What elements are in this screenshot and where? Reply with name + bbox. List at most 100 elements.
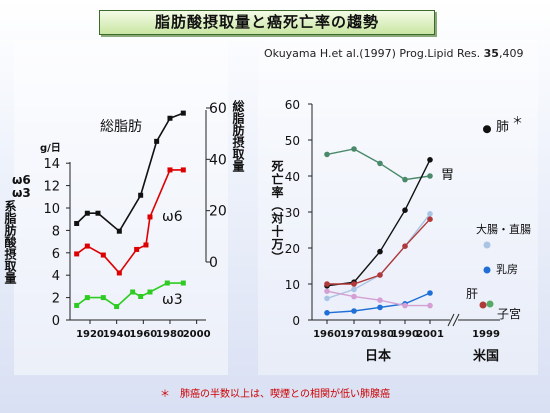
data-point	[164, 280, 170, 286]
data-point	[143, 242, 149, 248]
right-chart-panel	[258, 40, 538, 375]
data-point	[74, 302, 80, 308]
left-y-tick-label: 10	[43, 202, 60, 217]
mortality-data-point	[377, 297, 383, 304]
mortality-data-point	[402, 302, 408, 309]
mortality-data-point	[324, 288, 330, 295]
data-point	[138, 192, 144, 198]
left-axis-label: 系脂肪酸摂取量	[3, 200, 17, 284]
data-point	[116, 228, 122, 234]
mortality-data-point	[402, 207, 408, 213]
unit-label: g/日	[40, 142, 61, 154]
data-point	[167, 115, 173, 121]
left-y-tick-label: 0	[52, 314, 60, 329]
usa-uterus-point	[486, 300, 494, 308]
usa-colorectal-point	[483, 241, 491, 249]
data-point	[84, 243, 90, 249]
mortality-series-line	[326, 292, 431, 314]
left-chart-panel	[14, 40, 228, 375]
left-y-tick-label: 2	[52, 292, 60, 307]
left-y-tick-label: 8	[52, 224, 60, 239]
data-point	[138, 293, 144, 299]
mortality-data-point	[377, 248, 383, 255]
data-point	[180, 110, 186, 116]
left-y-tick-label: 6	[52, 247, 60, 262]
mortality-data-point	[427, 216, 433, 222]
lung-label: 肺	[496, 120, 509, 135]
data-point	[147, 214, 153, 220]
right-y-tick-label: 20	[209, 204, 227, 220]
mortality-data-point	[427, 290, 433, 296]
data-point	[74, 220, 80, 226]
usa-x-tick-label: 1999	[472, 329, 500, 340]
data-point	[116, 270, 122, 276]
mortality-data-point	[402, 176, 408, 183]
series-label: ω6	[162, 209, 183, 225]
mortality-data-point	[427, 211, 433, 217]
mortality-axis-label: 死亡率（対十万）	[270, 160, 284, 264]
citation-volume: 35	[483, 47, 499, 60]
mortality-data-point	[427, 173, 433, 179]
left-x-tick-label: 1920	[76, 329, 104, 340]
data-point	[74, 251, 80, 257]
citation-prefix: Okuyama H.et al.(1997) Prog.Lipid Res.	[264, 47, 484, 60]
right-y-tick-label: 40	[209, 152, 227, 168]
left-x-tick-label: 1940	[103, 329, 131, 340]
mortality-y-tick-label: 10	[285, 278, 300, 292]
data-point	[84, 210, 90, 216]
mortality-data-point	[351, 293, 357, 300]
usa-lung-point	[483, 125, 491, 134]
right-y-tick-label: 0	[209, 255, 218, 271]
data-point	[134, 246, 140, 252]
mortality-data-point	[351, 146, 357, 152]
breast-label: 乳房	[496, 263, 518, 276]
data-point	[95, 210, 101, 216]
data-point	[180, 280, 186, 286]
mortality-x-tick-label: 1990	[391, 329, 419, 340]
omega6-axis-label: ω6	[12, 173, 31, 187]
mortality-y-tick-label: 0	[292, 314, 300, 328]
series-label: ω3	[162, 292, 183, 308]
stomach-label: 胃	[441, 168, 454, 183]
mortality-data-point	[351, 286, 357, 293]
lung-star: ＊	[512, 114, 523, 127]
mortality-x-tick-label: 2001	[416, 329, 444, 340]
data-point	[154, 138, 160, 144]
usa-breast-point	[483, 266, 491, 274]
data-point	[147, 289, 153, 295]
left-x-tick-label: 2000	[183, 329, 211, 340]
mortality-data-point	[427, 157, 433, 163]
footnote: ＊ 肺癌の半数以上は、喫煙との相関が低い肺腺癌	[160, 389, 390, 400]
mortality-y-tick-label: 20	[285, 242, 300, 256]
data-point	[114, 304, 120, 310]
left-x-tick-label: 1960	[129, 329, 157, 340]
mortality-data-point	[324, 295, 330, 302]
usa-group-label: 米国	[473, 348, 499, 364]
mortality-data-point	[402, 243, 408, 249]
left-y-tick-label: 12	[43, 180, 60, 195]
uterus-label: 子宮	[497, 306, 521, 321]
mortality-x-tick-label: 1960	[313, 329, 341, 340]
mortality-x-tick-label: 1980	[366, 329, 394, 340]
data-point	[167, 167, 173, 173]
mortality-series-line	[326, 213, 431, 300]
data-point	[84, 295, 90, 301]
colorectal-label: 大腸・直腸	[476, 222, 531, 236]
mortality-data-point	[351, 308, 357, 314]
right-axis-label: 総脂肪摂取量	[231, 100, 245, 172]
usa-liver-point	[479, 301, 487, 309]
japan-group-label: 日本	[365, 348, 391, 364]
mortality-data-point	[324, 281, 330, 287]
page-title: 脂肪酸摂取量と癌死亡率の趨勢	[99, 10, 435, 35]
mortality-x-tick-label: 1970	[340, 329, 368, 340]
mortality-data-point	[324, 310, 330, 316]
data-point	[130, 289, 136, 295]
mortality-y-tick-label: 40	[285, 170, 300, 184]
omega3-axis-label: ω3	[12, 186, 31, 200]
mortality-data-point	[377, 304, 383, 311]
citation: Okuyama H.et al.(1997) Prog.Lipid Res. 3…	[264, 47, 523, 60]
mortality-data-point	[351, 281, 357, 287]
mortality-data-point	[377, 272, 383, 278]
